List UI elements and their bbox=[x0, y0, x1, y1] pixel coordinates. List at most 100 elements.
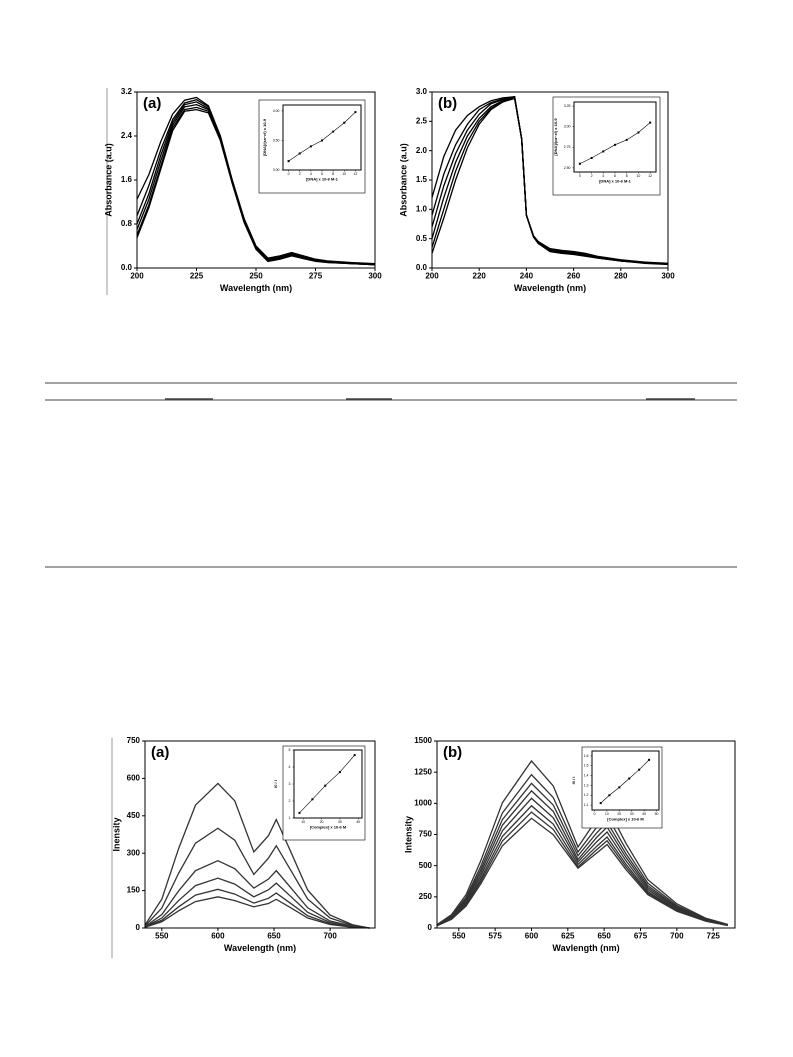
spectrum-line bbox=[144, 782, 370, 929]
y-axis-label: Inensity bbox=[111, 817, 121, 851]
x-tick-label: 575 bbox=[488, 932, 502, 941]
y-axis-label: [DNA]/(εa−εf) x 10-9 bbox=[262, 118, 267, 156]
x-tick-label: 10 bbox=[636, 174, 640, 178]
x-tick-label: 260 bbox=[567, 272, 581, 281]
y-tick-label: 3.0 bbox=[416, 87, 428, 96]
spectrum-line bbox=[136, 108, 376, 266]
x-tick-label: 0 bbox=[594, 812, 596, 816]
y-tick-label: 750 bbox=[127, 736, 141, 745]
x-tick-label: 10 bbox=[301, 820, 305, 824]
spectrum-line bbox=[144, 859, 370, 929]
x-tick-label: 700 bbox=[323, 932, 337, 941]
x-axis-label: Wavelength (nm) bbox=[514, 283, 586, 293]
data-point bbox=[648, 758, 651, 761]
spectrum-line bbox=[144, 888, 370, 929]
spectrum-line bbox=[436, 759, 728, 926]
panel-label: (b) bbox=[438, 95, 457, 112]
spectrum-line bbox=[431, 97, 669, 266]
data-point bbox=[353, 754, 356, 757]
x-tick-label: 8 bbox=[332, 172, 334, 176]
x-tick-label: 600 bbox=[211, 932, 225, 941]
y-tick-label: 1.0 bbox=[416, 204, 428, 213]
x-tick-label: 200 bbox=[425, 272, 439, 281]
x-tick-label: 0 bbox=[579, 174, 581, 178]
data-point bbox=[298, 152, 301, 155]
x-tick-label: 225 bbox=[190, 272, 204, 281]
data-point bbox=[614, 143, 616, 146]
inset-frame bbox=[258, 99, 366, 194]
inset-frame bbox=[552, 96, 661, 196]
y-tick-label: 0.0 bbox=[416, 263, 428, 272]
y-tick-label: 150 bbox=[127, 886, 141, 895]
x-tick-label: 40 bbox=[642, 812, 646, 816]
plot-frame bbox=[573, 101, 657, 173]
data-point bbox=[321, 139, 323, 142]
x-axis-label: [Complex] x 10-6 M bbox=[310, 824, 347, 829]
x-tick-label: 6 bbox=[321, 172, 323, 176]
plot-frame bbox=[293, 749, 363, 819]
y-tick-label: 0 bbox=[136, 923, 141, 932]
x-tick-label: 600 bbox=[525, 932, 539, 941]
data-point bbox=[638, 768, 641, 771]
y-tick-label: 1 bbox=[289, 816, 291, 820]
x-tick-label: 650 bbox=[267, 932, 281, 941]
x-tick-label: 6 bbox=[614, 174, 616, 178]
y-axis-label: [DNA]/(εa−εf) x 10-9 bbox=[553, 118, 558, 156]
x-tick-label: 550 bbox=[452, 932, 466, 941]
y-tick-label: 2.50 bbox=[564, 166, 571, 170]
y-tick-label: 600 bbox=[127, 774, 141, 783]
x-tick-label: 700 bbox=[670, 932, 684, 941]
x-tick-label: 10 bbox=[342, 172, 346, 176]
x-tick-label: 240 bbox=[520, 272, 534, 281]
x-tick-label: 4 bbox=[602, 174, 604, 178]
x-tick-label: 4 bbox=[310, 172, 312, 176]
x-axis-label: Wavelength (nm) bbox=[220, 283, 292, 293]
y-tick-label: 1.2 bbox=[584, 793, 589, 797]
y-tick-label: 1.5 bbox=[584, 764, 589, 768]
plot-frame bbox=[436, 740, 736, 929]
data-point bbox=[311, 798, 314, 801]
y-axis-label: I0 / I bbox=[571, 777, 576, 785]
x-tick-label: 2 bbox=[299, 172, 301, 176]
x-tick-label: 12 bbox=[353, 172, 357, 176]
y-tick-label: 3.00 bbox=[564, 125, 571, 129]
x-tick-label: 275 bbox=[309, 272, 323, 281]
spectrum-line bbox=[436, 804, 728, 927]
x-tick-label: 12 bbox=[648, 174, 652, 178]
y-tick-label: 1.4 bbox=[584, 774, 589, 778]
y-tick-label: 2.75 bbox=[564, 145, 571, 149]
data-point bbox=[599, 802, 602, 805]
x-tick-label: 8 bbox=[626, 174, 628, 178]
spectrum-line bbox=[436, 789, 728, 926]
y-axis-label: I0 / I bbox=[273, 780, 278, 788]
x-tick-label: 675 bbox=[634, 932, 648, 941]
x-tick-label: 20 bbox=[320, 820, 324, 824]
x-tick-label: 30 bbox=[630, 812, 634, 816]
spectrum-line bbox=[436, 773, 728, 926]
x-tick-label: 200 bbox=[130, 272, 144, 281]
plot-frame bbox=[431, 91, 669, 269]
y-tick-label: 0.5 bbox=[416, 234, 428, 243]
y-axis-label: Absorbance (a.u) bbox=[398, 143, 408, 217]
y-tick-label: 2.4 bbox=[121, 131, 133, 140]
x-tick-label: 50 bbox=[655, 812, 659, 816]
x-tick-label: 300 bbox=[661, 272, 675, 281]
data-point bbox=[578, 162, 581, 165]
y-tick-label: 1250 bbox=[414, 767, 432, 776]
y-tick-label: 300 bbox=[127, 848, 141, 857]
y-tick-label: 0.0 bbox=[121, 263, 133, 272]
x-tick-label: 300 bbox=[368, 272, 382, 281]
y-tick-label: 250 bbox=[419, 892, 433, 901]
x-tick-label: 30 bbox=[338, 820, 342, 824]
data-point bbox=[637, 131, 640, 134]
x-tick-label: 40 bbox=[356, 820, 360, 824]
y-tick-label: 1.3 bbox=[584, 783, 589, 787]
spectrum-line bbox=[144, 827, 370, 929]
y-tick-label: 750 bbox=[419, 830, 433, 839]
y-tick-label: 1500 bbox=[414, 736, 432, 745]
spectrum-line bbox=[144, 896, 370, 929]
y-tick-label: 3.50 bbox=[273, 138, 280, 142]
y-tick-label: 500 bbox=[419, 861, 433, 870]
x-axis-label: Wavelength (nm) bbox=[224, 943, 296, 953]
